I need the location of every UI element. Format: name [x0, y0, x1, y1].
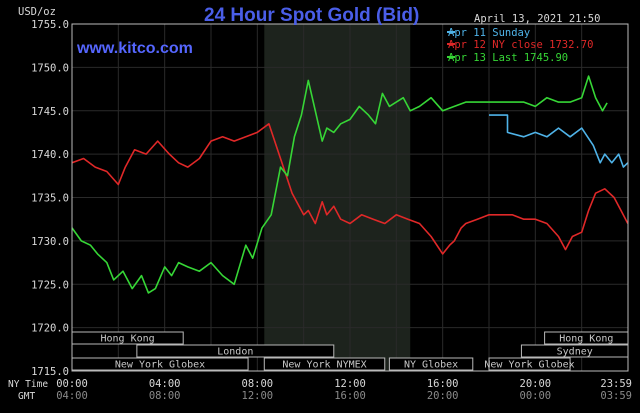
x-tick-label-gmt: 20:00: [427, 390, 459, 402]
session-label: Hong Kong: [559, 334, 613, 345]
y-tick-label: 1730.0: [31, 236, 69, 248]
session-box: [488, 357, 571, 371]
session-label: Hong Kong: [101, 334, 155, 345]
x-tick-label-ny: 16:00: [427, 378, 459, 390]
x-tick-label-ny: 08:00: [242, 378, 274, 390]
session-new-york-globex: New York Globex: [71, 357, 249, 371]
session-box: [263, 357, 386, 371]
series-line-apr-13-last-1745-90: [71, 75, 608, 294]
session-new-york-globex: New York Globex: [484, 357, 575, 371]
chart-title: 24 Hour Spot Gold (Bid): [204, 5, 419, 26]
legend-entry-apr11: Apr 11 Sunday: [448, 27, 530, 39]
y-axis-unit-label: USD/oz: [18, 6, 56, 18]
y-tick-label: 1720.0: [31, 323, 69, 335]
session-label: New York Globex: [115, 360, 205, 371]
series-line-apr-11-sunday: [489, 114, 629, 168]
x-tick-label-gmt: 04:00: [56, 390, 88, 402]
y-tick-label: 1740.0: [31, 149, 69, 161]
y-tick-label: 1755.0: [31, 19, 69, 31]
session-label: New York NYMEX: [282, 360, 366, 371]
session-label: NY Globex: [404, 360, 458, 371]
x-tick-label-ny: 23:59: [600, 378, 632, 390]
x-tick-label-ny: 20:00: [520, 378, 552, 390]
session-label: Sydney: [557, 347, 593, 358]
x-tick-label-ny: 00:00: [56, 378, 88, 390]
plot-border: [71, 23, 629, 372]
grid-lines: [71, 23, 629, 372]
y-tick-label: 1725.0: [31, 279, 69, 291]
chart-legend: Apr 11 Sunday Apr 12 NY close 1732.70 Ap…: [447, 27, 593, 64]
x-tick-label-gmt: 08:00: [149, 390, 181, 402]
legend-entry-apr13: Apr 13 Last 1745.90: [448, 52, 568, 64]
y-tick-label: 1745.0: [31, 106, 69, 118]
gmt-label: GMT: [18, 391, 35, 402]
session-box: [136, 344, 335, 358]
y-tick-label: 1715.0: [31, 366, 69, 378]
session-hong-kong: Hong Kong: [71, 331, 184, 345]
session-london: London: [136, 344, 335, 358]
session-sydney: Sydney: [520, 344, 629, 358]
x-tick-label-ny: 12:00: [334, 378, 366, 390]
session-label: London: [217, 347, 253, 358]
y-tick-label: 1750.0: [31, 62, 69, 74]
session-hong-kong: Hong Kong: [544, 331, 629, 345]
session-ny-globex: NY Globex: [388, 357, 474, 371]
series-line-apr-12-ny-close-1732-70: [71, 123, 629, 255]
session-box: [388, 357, 474, 371]
kitco-watermark: www.kitco.com: [76, 40, 193, 57]
x-tick-label-ny: 04:00: [149, 378, 181, 390]
legend-entry-apr12: Apr 12 NY close 1732.70: [448, 39, 593, 51]
x-tick-label-gmt: 00:00: [520, 390, 552, 402]
chart-timestamp: April 13, 2021 21:50: [474, 13, 600, 25]
x-tick-label-gmt: 03:59: [600, 390, 632, 402]
y-tick-label: 1735.0: [31, 193, 69, 205]
market-sessions: Hong Kong London New York Globex New York N…: [71, 331, 629, 371]
y-axis-labels: 1715.0 1720.0 1725.0 1730.0 1735.0 1740.0 1745…: [31, 19, 69, 378]
price-series: [71, 75, 629, 294]
session-label: New York Globex: [484, 360, 574, 371]
ny-time-label: NY Time: [8, 379, 48, 390]
x-axis-labels: 00:0004:0004:0008:0008:0012:0012:0016:00…: [56, 378, 632, 402]
x-tick-label-gmt: 16:00: [334, 390, 366, 402]
x-tick-label-gmt: 12:00: [242, 390, 274, 402]
session-new-york-nymex: New York NYMEX: [263, 357, 386, 371]
